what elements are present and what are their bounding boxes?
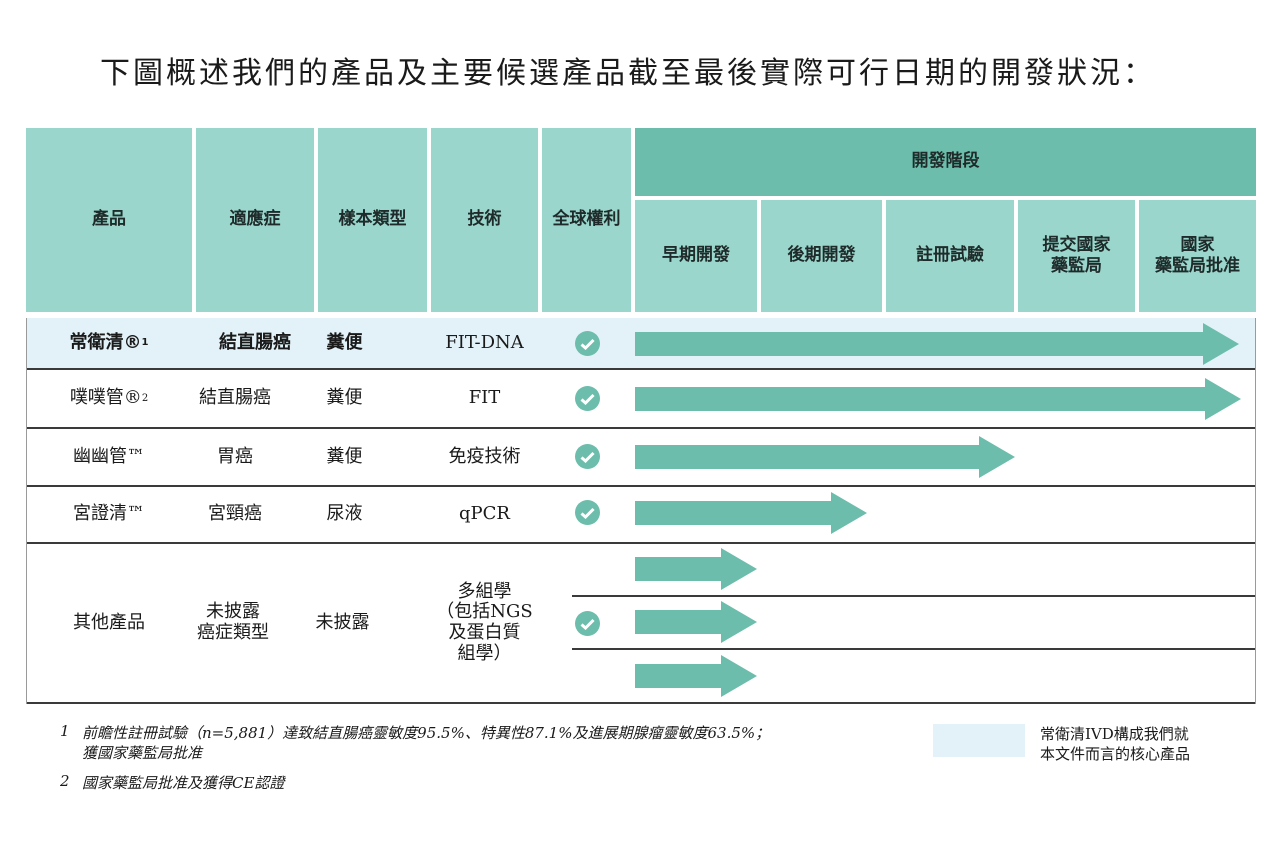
header-product: 產品	[26, 128, 192, 312]
row4-product: 宮證清™	[73, 503, 145, 525]
check-circle-icon	[575, 500, 600, 525]
row-divider	[26, 368, 1256, 370]
check-circle-icon	[575, 386, 600, 411]
table-right-border	[1255, 318, 1256, 704]
row4-indication: 宮頸癌	[208, 503, 262, 525]
footnote-1-number: 1	[60, 722, 70, 740]
row3-product: 幽幽管™	[73, 445, 145, 467]
row5-sample: 未披露	[315, 611, 370, 633]
arrow-right-icon	[635, 548, 757, 590]
header-stage-early: 早期開發	[635, 200, 757, 312]
header-rights: 全球權利	[542, 128, 631, 312]
arrow-right-icon	[635, 378, 1241, 420]
check-circle-icon	[575, 331, 600, 356]
row3-technology: 免疫技術	[448, 445, 521, 467]
header-stage-registration: 註冊試驗	[886, 200, 1014, 312]
legend-text: 常衛清IVD構成我們就 本文件而言的核心產品	[1040, 725, 1191, 763]
row-divider	[572, 595, 1256, 597]
row5-technology: 多組學 （包括NGS 及蛋白質 組學）	[436, 580, 533, 664]
row1-product: 常衛清® 1	[69, 331, 149, 353]
row2-sample: 糞便	[326, 387, 363, 409]
header-sample: 樣本類型	[318, 128, 427, 312]
header-stage-approved-line2: 藥監局批准	[1155, 256, 1240, 276]
header-stages-group: 開發階段	[635, 128, 1256, 196]
row1-technology: FIT-DNA	[445, 331, 524, 353]
header-stage-approved: 國家 藥監局批准	[1139, 200, 1256, 312]
row-divider	[572, 648, 1256, 650]
header-indication: 適應症	[196, 128, 314, 312]
header-stage-submit: 提交國家 藥監局	[1018, 200, 1135, 312]
row4-sample: 尿液	[326, 503, 363, 525]
arrow-right-icon	[635, 436, 1015, 478]
arrow-right-icon	[635, 601, 757, 643]
row5-indication: 未披露 癌症類型	[197, 601, 269, 643]
row3-sample: 糞便	[326, 445, 363, 467]
footnote-1-line2: 獲國家藥監局批准	[82, 744, 203, 762]
row5-product: 其他產品	[73, 611, 145, 633]
header-stage-late: 後期開發	[761, 200, 882, 312]
arrow-right-icon	[635, 655, 757, 697]
row1-sample: 糞便	[326, 331, 363, 353]
row-divider	[26, 485, 1256, 487]
row3-indication: 胃癌	[217, 445, 253, 467]
legend-swatch	[933, 724, 1025, 757]
header-stage-submit-line2: 藥監局	[1051, 256, 1102, 276]
arrow-right-icon	[635, 323, 1239, 365]
table-left-border	[26, 318, 27, 704]
footnote-2-number: 2	[60, 772, 70, 790]
check-circle-icon	[575, 444, 600, 469]
footnote-2-line1: 國家藥監局批准及獲得CE認證	[82, 774, 285, 792]
arrow-right-icon	[635, 492, 867, 534]
row2-indication: 結直腸癌	[199, 387, 271, 409]
row1-indication: 結直腸癌	[219, 331, 291, 353]
row-divider	[26, 427, 1256, 429]
row4-technology: qPCR	[459, 503, 510, 525]
page-title: 下圖概述我們的產品及主要候選產品截至最後實際可行日期的開發狀況：	[100, 56, 1156, 91]
check-circle-icon	[575, 611, 600, 636]
row-divider	[26, 542, 1256, 544]
row2-product: 噗噗管® 2	[69, 387, 149, 409]
footnote-1-line1: 前瞻性註冊試驗（n=5,881）達致結直腸癌靈敏度95.5%、特異性87.1%及…	[82, 724, 771, 742]
header-technology: 技術	[431, 128, 538, 312]
row2-technology: FIT	[468, 387, 501, 409]
header-stage-submit-line1: 提交國家	[1042, 234, 1111, 255]
header-stage-approved-line1: 國家	[1180, 234, 1215, 255]
table-bottom	[26, 702, 1256, 704]
